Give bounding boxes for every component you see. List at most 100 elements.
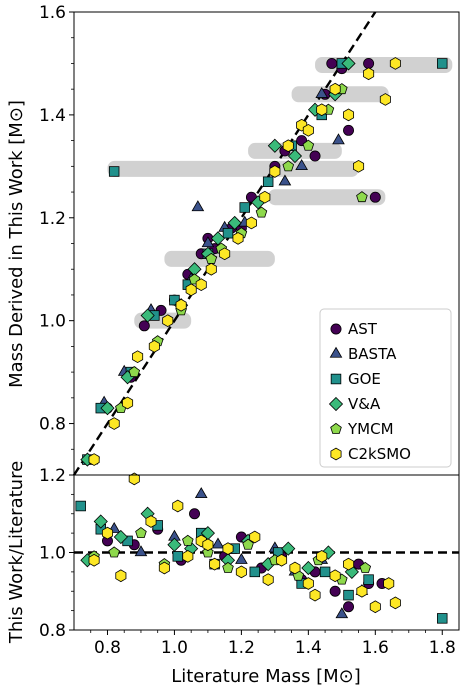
data-point-basta xyxy=(315,86,329,98)
ratio-point-c2ksmo xyxy=(101,526,113,540)
data-point-c2ksmo xyxy=(232,232,244,245)
legend-marker-basta xyxy=(329,346,343,358)
ratio-point-ymcm xyxy=(242,538,254,550)
top-scatter-points xyxy=(80,56,448,467)
legend-label-ymcm: YMCM xyxy=(347,420,394,438)
top-y-axis-title: Mass Derived in This Work [M⊙] xyxy=(6,100,27,388)
data-point-va xyxy=(267,138,282,153)
bottom-y-axis-title: This Work/Literature xyxy=(6,461,27,644)
data-point-c2ksmo xyxy=(269,165,281,178)
bottom-x-axis-title: Literature Mass [M⊙] xyxy=(171,666,361,687)
data-point-va xyxy=(140,308,155,323)
data-point-va xyxy=(227,215,242,230)
data-point-ast xyxy=(138,320,150,332)
data-point-ymcm xyxy=(356,191,368,203)
legend: AST BASTA GOE V&A YMCM C2kSMO xyxy=(319,308,452,468)
bottom-x-axis: 0.8 1.0 1.2 1.4 1.6 1.8 xyxy=(90,630,456,658)
data-point-ymcm xyxy=(255,206,268,218)
ratio-point-va xyxy=(167,537,182,552)
legend-marker-ast xyxy=(330,323,342,335)
data-point-va xyxy=(341,56,356,71)
data-point-ymcm xyxy=(128,366,141,378)
ratio-point-c2ksmo xyxy=(343,557,355,571)
data-point-c2ksmo xyxy=(259,190,271,204)
ratio-point-c2ksmo xyxy=(262,573,274,586)
ratio-point-c2ksmo xyxy=(158,561,170,575)
bottom-y-axis: 0.8 1.0 1.2 xyxy=(39,466,74,641)
data-point-c2ksmo xyxy=(379,93,391,106)
legend-label-c2ksmo: C2kSMO xyxy=(348,445,411,463)
ratio-point-c2ksmo xyxy=(289,561,301,575)
data-point-c2ksmo xyxy=(389,57,401,70)
data-point-c2ksmo xyxy=(329,82,341,96)
data-point-ast xyxy=(309,150,321,162)
data-point-goe xyxy=(239,202,250,213)
ratio-point-c2ksmo xyxy=(222,542,234,555)
data-point-c2ksmo xyxy=(343,108,355,122)
ratio-point-ymcm xyxy=(135,527,147,539)
data-point-c2ksmo xyxy=(108,417,120,430)
bottom-panel: 0.8 1.0 1.2 0.8 1.0 1.2 1.4 1.6 1.8 This Work/L… xyxy=(6,461,460,687)
ratio-point-c2ksmo xyxy=(172,499,184,513)
data-point-ast xyxy=(326,57,338,69)
data-point-goe xyxy=(108,166,120,177)
ratio-point-c2ksmo xyxy=(145,515,157,528)
data-point-basta xyxy=(295,159,308,170)
y-tick-label: 0.8 xyxy=(39,415,66,435)
ratio-point-ymcm xyxy=(108,546,120,558)
data-point-ymcm xyxy=(302,139,315,151)
ratio-point-c2ksmo xyxy=(128,472,140,486)
ratio-point-c2ksmo xyxy=(369,600,381,614)
one-to-one-line xyxy=(72,11,377,476)
data-point-ymcm xyxy=(282,160,295,172)
legend-label-basta: BASTA xyxy=(348,345,397,363)
uncertainty-band xyxy=(107,160,359,177)
y-tick-label: 1.6 xyxy=(39,3,66,23)
ratio-point-ast xyxy=(329,585,341,597)
data-point-c2ksmo xyxy=(219,247,231,261)
data-point-c2ksmo xyxy=(302,123,314,137)
y-tick-label: 1.2 xyxy=(39,466,66,486)
ratio-point-basta xyxy=(211,537,225,549)
data-point-basta xyxy=(332,133,345,145)
data-point-c2ksmo xyxy=(185,283,197,297)
data-point-basta xyxy=(278,174,292,186)
x-tick-label: 1.2 xyxy=(228,638,255,658)
data-point-c2ksmo xyxy=(175,298,187,312)
legend-box xyxy=(319,308,452,468)
ratio-point-ast xyxy=(343,601,355,613)
ratio-point-ymcm xyxy=(182,534,194,546)
data-point-c2ksmo xyxy=(162,314,174,328)
ratio-point-c2ksmo xyxy=(209,557,221,571)
data-point-goe xyxy=(437,58,448,69)
data-point-c2ksmo xyxy=(195,278,207,292)
uncertainty-band xyxy=(268,189,386,206)
reference-line xyxy=(72,11,377,476)
legend-label-ast: AST xyxy=(348,320,378,338)
ratio-point-basta xyxy=(194,487,208,499)
ratio-point-c2ksmo xyxy=(202,538,214,552)
ratio-point-goe xyxy=(437,613,448,624)
data-point-c2ksmo xyxy=(282,139,294,153)
y-tick-label: 0.8 xyxy=(39,621,66,641)
ratio-point-c2ksmo xyxy=(329,569,341,583)
legend-marker-va xyxy=(328,396,344,412)
y-tick-label: 1.4 xyxy=(39,106,66,126)
legend-marker-ymcm xyxy=(330,422,342,434)
data-point-c2ksmo xyxy=(132,350,144,364)
ratio-point-c2ksmo xyxy=(235,565,247,579)
ratio-point-c2ksmo xyxy=(276,553,288,567)
ratio-point-c2ksmo xyxy=(249,530,261,544)
data-point-va xyxy=(287,148,303,164)
ratio-point-ymcm xyxy=(359,561,372,573)
ratio-point-va xyxy=(301,560,316,576)
ratio-point-basta xyxy=(235,552,248,564)
data-point-c2ksmo xyxy=(353,159,365,173)
bottom-scatter-points xyxy=(75,472,448,624)
data-point-c2ksmo xyxy=(245,216,257,230)
ratio-point-c2ksmo xyxy=(182,550,194,563)
ratio-point-c2ksmo xyxy=(316,550,328,563)
data-point-va xyxy=(100,401,115,416)
data-point-ast xyxy=(343,124,355,136)
top-y-axis: 0.8 1.0 1.2 1.4 1.6 xyxy=(39,3,74,450)
